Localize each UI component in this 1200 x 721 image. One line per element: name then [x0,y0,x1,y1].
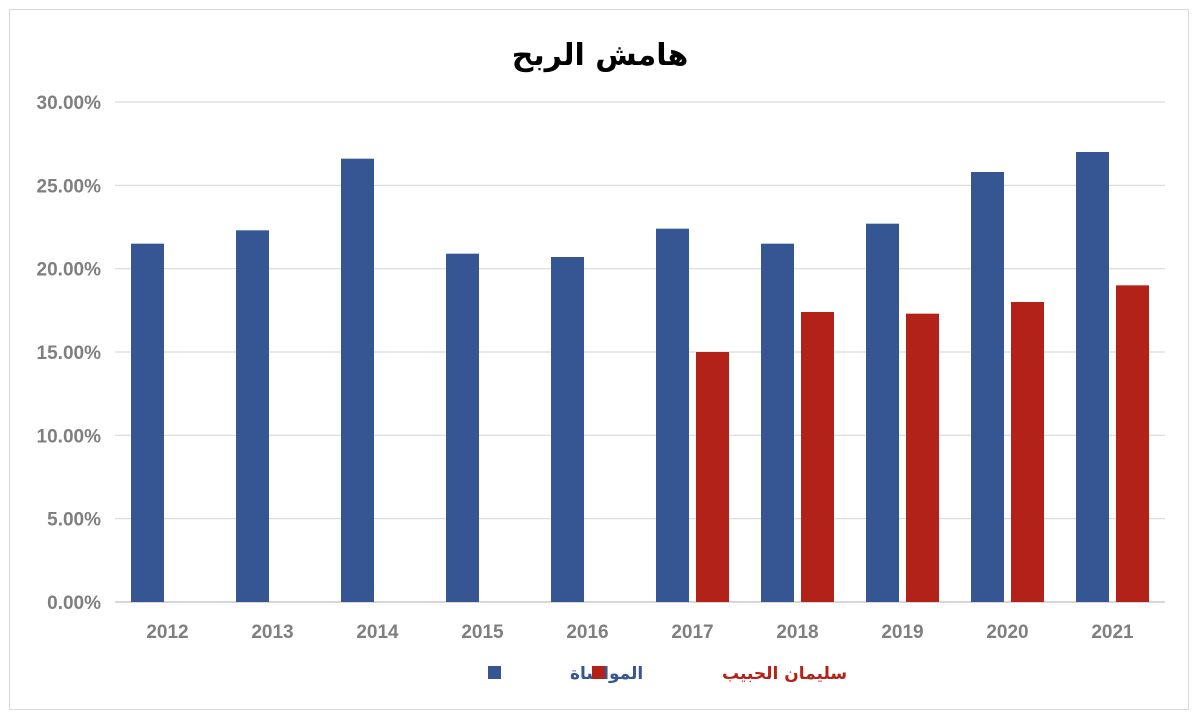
chart-frame: هامش الربح 0.00% 5.00% 10.00% 15.00% 20.00% 2… [9,9,1189,710]
x-tick-label: 2012 [146,622,188,643]
bar-series-b-2020 [1011,302,1044,602]
y-tick-label: 25.00% [37,176,102,197]
x-tick-label: 2021 [1091,622,1134,643]
bar-series-b-2021 [1116,285,1149,602]
y-tick-label: 20.00% [37,260,102,281]
y-axis-tick-labels: 0.00% 5.00% 10.00% 15.00% 20.00% 25.00% 30.00% [37,93,102,614]
legend-label-series-b: سليمان الحبيب [722,664,847,684]
y-tick-label: 15.00% [37,343,102,364]
legend-swatch-series-a [488,666,501,679]
y-tick-label: 0.00% [47,593,101,614]
x-tick-label: 2013 [251,622,293,643]
x-tick-label: 2017 [671,622,713,643]
chart-svg: هامش الربح 0.00% 5.00% 10.00% 15.00% 20.00% 2… [37,38,1165,684]
bar-series-b-2017 [696,352,729,602]
bar-series-a-2018 [761,243,794,602]
bar-series-a-2017 [656,228,689,602]
legend-swatch-series-b [592,666,605,679]
legend: المواساة سليمان الحبيب [488,664,847,684]
bar-series-a-2021 [1076,152,1109,602]
x-tick-label: 2015 [461,622,504,643]
x-tick-label: 2020 [986,622,1028,643]
x-tick-label: 2018 [776,622,818,643]
bar-series-a-2015 [446,253,479,602]
bar-series-a-2019 [866,223,899,602]
legend-label-series-a: المواساة [570,664,643,684]
y-tick-label: 30.00% [37,93,102,114]
bar-series-a-2020 [971,172,1004,602]
x-tick-label: 2016 [566,622,608,643]
x-tick-label: 2014 [356,622,399,643]
bar-series-a-2012 [131,243,164,602]
x-tick-label: 2019 [881,622,923,643]
chart-title: هامش الربح [512,38,689,73]
bar-series-b-2019 [906,313,939,602]
y-tick-label: 5.00% [47,510,101,531]
bar-series-a-2014 [341,158,374,602]
bar-series-b-2018 [801,312,834,602]
bars [131,152,1149,603]
bar-series-a-2013 [236,230,269,603]
y-tick-label: 10.00% [37,426,102,447]
x-axis-tick-labels: 2012 2013 2014 2015 2016 2017 2018 2019 2020 2021 [146,622,1134,643]
gridlines [115,101,1165,603]
bar-series-a-2016 [551,257,584,602]
